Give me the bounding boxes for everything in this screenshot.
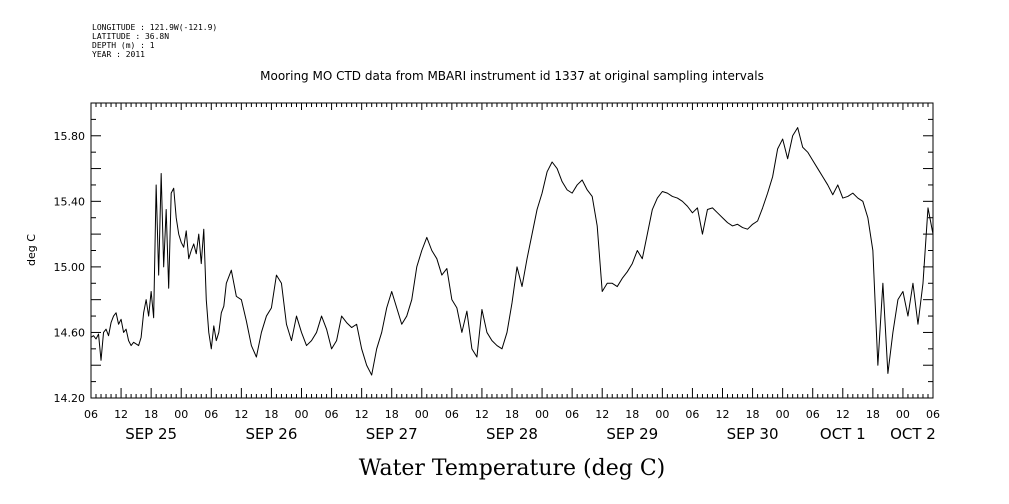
x-hour-label: 00: [174, 408, 188, 421]
x-hour-label: 12: [234, 408, 248, 421]
x-day-label: SEP 25: [125, 425, 177, 443]
x-hour-label: 18: [505, 408, 519, 421]
x-hour-label: 06: [325, 408, 339, 421]
meta-longitude: LONGITUDE : 121.9W(-121.9): [92, 23, 217, 32]
x-hour-label: 00: [535, 408, 549, 421]
y-tick-label: 15.80: [54, 130, 86, 143]
x-hour-label: 18: [625, 408, 639, 421]
x-axis-label: Water Temperature (deg C): [359, 456, 666, 481]
x-hour-label: 00: [655, 408, 669, 421]
y-tick-label: 14.60: [54, 326, 86, 339]
x-hour-label: 18: [144, 408, 158, 421]
x-hour-label: 00: [896, 408, 910, 421]
x-hour-label: 06: [565, 408, 579, 421]
x-day-label: SEP 28: [486, 425, 538, 443]
x-day-label: OCT 2: [890, 425, 936, 443]
y-tick-label: 14.20: [54, 392, 86, 405]
x-day-label: SEP 29: [606, 425, 658, 443]
x-hour-label: 12: [114, 408, 128, 421]
x-hour-label: 06: [84, 408, 98, 421]
x-day-label: SEP 26: [245, 425, 297, 443]
meta-latitude: LATITUDE : 36.8N: [92, 32, 169, 41]
y-tick-label: 15.00: [54, 261, 86, 274]
meta-depth: DEPTH (m) : 1: [92, 41, 155, 50]
axes-layer: 14.20 14.60 15.00 15.40 15.80 06 12 18 00 06 12 18 0…: [54, 102, 940, 443]
x-hour-label: 06: [204, 408, 218, 421]
meta-year: YEAR : 2011: [92, 50, 145, 59]
line-layer: [90, 127, 934, 376]
x-hour-label: 00: [295, 408, 309, 421]
y-tick-label: 15.40: [54, 195, 86, 208]
x-hour-label: 06: [685, 408, 699, 421]
x-day-label: OCT 1: [820, 425, 866, 443]
x-hour-label: 06: [926, 408, 940, 421]
x-hour-label: 18: [385, 408, 399, 421]
x-hour-label: 12: [355, 408, 369, 421]
x-hour-label: 18: [866, 408, 880, 421]
x-hour-label: 12: [836, 408, 850, 421]
y-axis-label: deg C: [25, 234, 38, 266]
x-hour-label: 06: [445, 408, 459, 421]
x-hour-label: 00: [776, 408, 790, 421]
x-hour-label: 12: [716, 408, 730, 421]
x-hour-label: 18: [264, 408, 278, 421]
series-line-temperature: [90, 127, 934, 376]
x-hour-label: 18: [746, 408, 760, 421]
x-hour-label: 12: [475, 408, 489, 421]
x-day-label: SEP 27: [366, 425, 418, 443]
x-hour-label: 00: [415, 408, 429, 421]
x-hour-label: 06: [806, 408, 820, 421]
chart-title: Mooring MO CTD data from MBARI instrumen…: [260, 69, 764, 83]
x-day-label: SEP 30: [727, 425, 779, 443]
x-hour-label: 12: [595, 408, 609, 421]
plot-frame: [90, 102, 934, 399]
